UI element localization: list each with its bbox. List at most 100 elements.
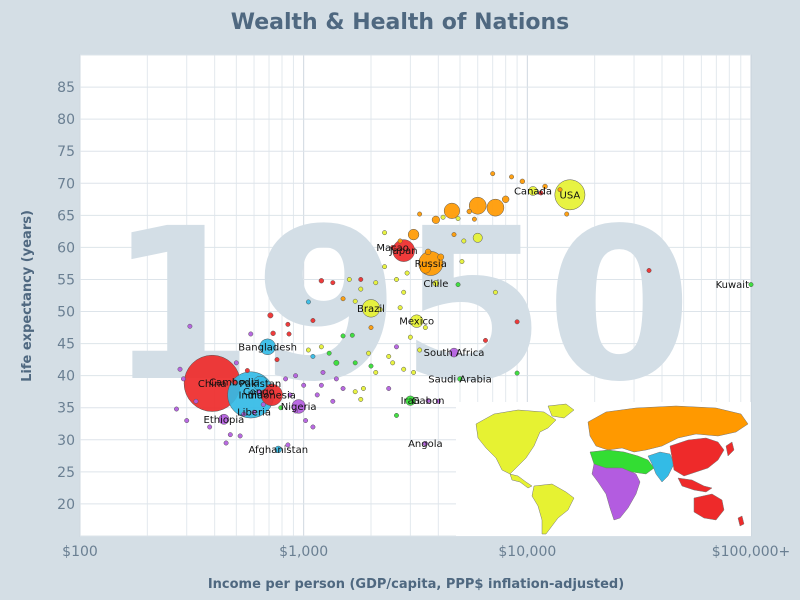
bubble[interactable] xyxy=(472,232,483,243)
bubble[interactable] xyxy=(437,253,445,261)
bubble[interactable] xyxy=(227,432,233,438)
bubble-congo[interactable] xyxy=(256,389,262,395)
bubble[interactable] xyxy=(386,386,392,391)
bubble[interactable] xyxy=(373,370,379,375)
bubble[interactable] xyxy=(382,230,388,236)
bubble[interactable] xyxy=(184,418,190,424)
bubble[interactable] xyxy=(314,392,320,398)
bubble[interactable] xyxy=(274,357,280,363)
bubble[interactable] xyxy=(286,331,292,337)
bubble[interactable] xyxy=(397,305,403,311)
bubble[interactable] xyxy=(301,382,307,388)
bubble[interactable] xyxy=(373,280,379,286)
bubble[interactable] xyxy=(248,331,254,337)
bubble[interactable] xyxy=(318,344,324,350)
bubble-gabon[interactable] xyxy=(425,398,431,404)
bubble[interactable] xyxy=(305,347,311,353)
bubble[interactable] xyxy=(352,298,358,304)
bubble[interactable] xyxy=(404,270,410,276)
bubble[interactable] xyxy=(303,418,309,424)
bubble[interactable] xyxy=(260,402,266,407)
bubble[interactable] xyxy=(492,289,498,295)
bubble-mexico[interactable] xyxy=(410,314,424,328)
bubble[interactable] xyxy=(241,411,247,417)
bubble-macao[interactable] xyxy=(390,244,396,250)
bubble-cambodia[interactable] xyxy=(231,379,238,385)
bubble[interactable] xyxy=(326,350,332,356)
bubble[interactable] xyxy=(293,373,299,379)
bubble[interactable] xyxy=(333,376,339,382)
bubble[interactable] xyxy=(283,376,289,382)
bubble[interactable] xyxy=(368,363,374,369)
bubble[interactable] xyxy=(486,198,505,217)
bubble[interactable] xyxy=(401,289,407,295)
bubble[interactable] xyxy=(287,392,293,398)
bubble[interactable] xyxy=(358,396,364,402)
bubble[interactable] xyxy=(174,406,179,412)
bubble[interactable] xyxy=(564,211,570,217)
bubble[interactable] xyxy=(542,183,548,190)
bubble[interactable] xyxy=(346,277,352,282)
bubble-angola[interactable] xyxy=(422,440,429,447)
bubble[interactable] xyxy=(177,366,183,372)
bubble-saudi-arabia[interactable] xyxy=(457,376,463,382)
bubble[interactable] xyxy=(466,208,472,215)
bubble[interactable] xyxy=(514,370,520,376)
bubble[interactable] xyxy=(207,424,213,430)
bubble[interactable] xyxy=(318,382,324,388)
bubble[interactable] xyxy=(368,325,374,331)
bubble[interactable] xyxy=(358,277,364,282)
bubble[interactable] xyxy=(455,282,461,288)
bubble[interactable] xyxy=(390,360,396,366)
bubble[interactable] xyxy=(401,366,407,372)
bubble[interactable] xyxy=(397,238,403,244)
bubble-ethiopia[interactable] xyxy=(218,413,230,425)
bubble[interactable] xyxy=(285,442,291,448)
bubble[interactable] xyxy=(483,337,488,343)
bubble[interactable] xyxy=(411,370,417,375)
bubble[interactable] xyxy=(407,334,413,340)
bubble[interactable] xyxy=(180,376,186,382)
bubble[interactable] xyxy=(340,386,346,391)
bubble[interactable] xyxy=(233,360,239,366)
bubble[interactable] xyxy=(352,389,358,395)
bubble[interactable] xyxy=(490,171,496,177)
bubble[interactable] xyxy=(417,347,423,353)
bubble[interactable] xyxy=(468,196,487,215)
bubble[interactable] xyxy=(285,321,291,327)
bubble[interactable] xyxy=(440,214,446,220)
bubble[interactable] xyxy=(305,299,311,305)
bubble[interactable] xyxy=(394,344,399,350)
bubble[interactable] xyxy=(223,440,229,446)
bubble[interactable] xyxy=(435,398,441,404)
bubble[interactable] xyxy=(519,178,526,184)
bubble[interactable] xyxy=(419,262,431,274)
bubble-afghanistan[interactable] xyxy=(274,445,282,454)
bubble[interactable] xyxy=(330,280,336,286)
bubble-bangladesh[interactable] xyxy=(259,338,276,356)
bubble[interactable] xyxy=(382,264,388,270)
bubble[interactable] xyxy=(360,386,366,391)
bubble[interactable] xyxy=(330,398,336,404)
bubble[interactable] xyxy=(270,330,276,336)
bubble[interactable] xyxy=(310,424,316,430)
bubble[interactable] xyxy=(267,312,274,319)
bubble[interactable] xyxy=(471,216,477,222)
bubble[interactable] xyxy=(278,405,284,411)
bubble[interactable] xyxy=(352,360,358,366)
bubble[interactable] xyxy=(349,332,355,338)
bubble[interactable] xyxy=(377,307,383,313)
bubble[interactable] xyxy=(310,318,316,323)
bubble-liberia[interactable] xyxy=(251,409,257,415)
bubble[interactable] xyxy=(509,174,514,180)
bubble[interactable] xyxy=(451,232,457,238)
bubble[interactable] xyxy=(187,323,193,329)
bubble[interactable] xyxy=(318,278,325,284)
bubble[interactable] xyxy=(431,215,440,224)
bubble[interactable] xyxy=(407,228,420,241)
bubble[interactable] xyxy=(310,353,316,359)
bubble[interactable] xyxy=(646,268,652,273)
bubble[interactable] xyxy=(244,368,250,373)
bubble-usa[interactable] xyxy=(554,179,586,211)
bubble[interactable] xyxy=(340,333,346,339)
